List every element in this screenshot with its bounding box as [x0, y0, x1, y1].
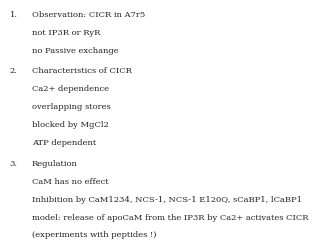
Text: CaM has no effect: CaM has no effect [32, 178, 108, 186]
Text: ATP dependent: ATP dependent [32, 139, 96, 147]
Text: not IP3R or RyR: not IP3R or RyR [32, 29, 100, 37]
Text: overlapping stores: overlapping stores [32, 103, 111, 111]
Text: 3.: 3. [10, 160, 18, 168]
Text: Regulation: Regulation [32, 160, 78, 168]
Text: 2.: 2. [10, 67, 18, 75]
Text: Characteristics of CICR: Characteristics of CICR [32, 67, 132, 75]
Text: Observation: CICR in A7r5: Observation: CICR in A7r5 [32, 11, 145, 19]
Text: Ca2+ dependence: Ca2+ dependence [32, 85, 109, 93]
Text: model: release of apoCaM from the IP3R by Ca2+ activates CICR: model: release of apoCaM from the IP3R b… [32, 214, 308, 222]
Text: 1.: 1. [10, 11, 18, 19]
Text: (experiments with peptides !): (experiments with peptides !) [32, 231, 156, 239]
Text: Inhibition by CaM1234, NCS-1, NCS-1 E120Q, sCaBP1, lCaBP1: Inhibition by CaM1234, NCS-1, NCS-1 E120… [32, 196, 302, 204]
Text: no Passive exchange: no Passive exchange [32, 47, 119, 55]
Text: blocked by MgCl2: blocked by MgCl2 [32, 121, 109, 129]
